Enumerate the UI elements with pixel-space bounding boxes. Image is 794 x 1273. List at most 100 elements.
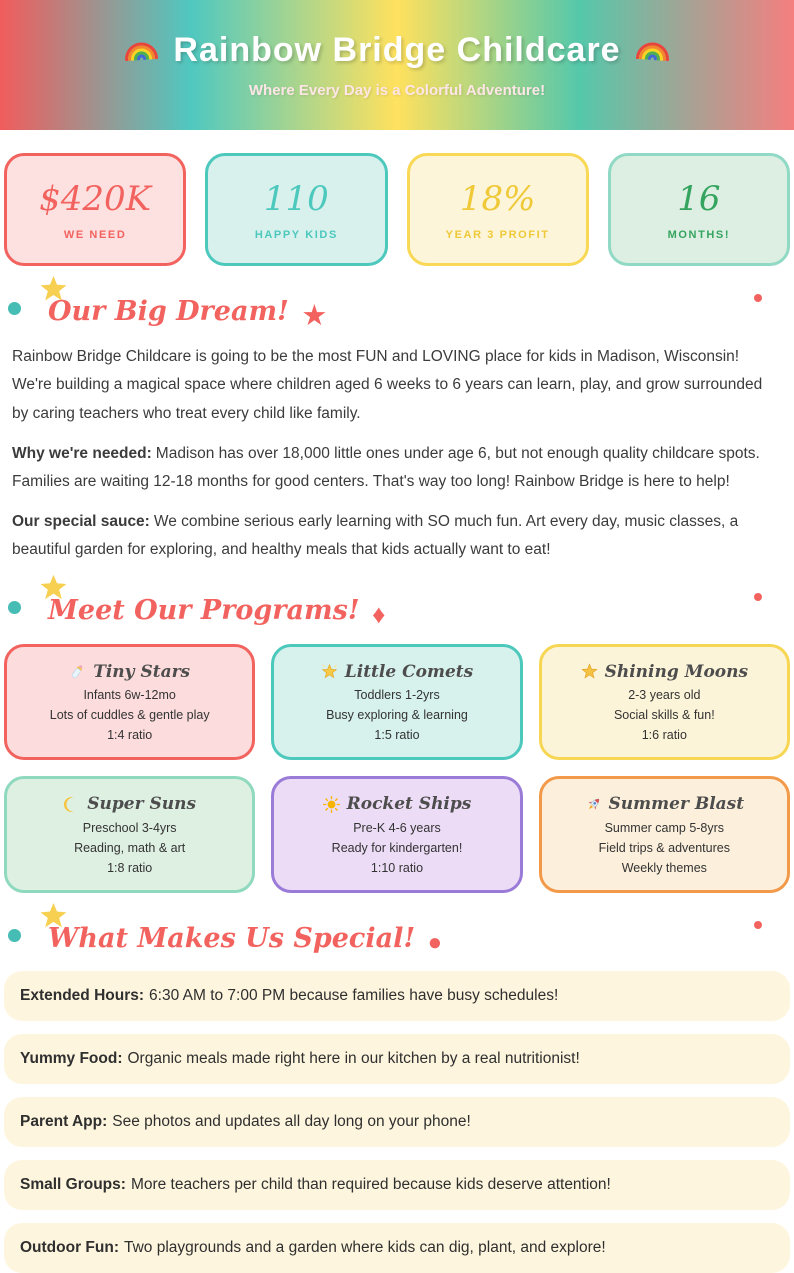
program-line: 1:8 ratio	[107, 860, 153, 875]
program-name: Super Suns	[87, 794, 197, 815]
stat-value: 18%	[459, 178, 536, 219]
feature-item-small-groups: Small Groups: More teachers per child tha…	[4, 1159, 790, 1210]
program-card-summer-blast: Summer Blast Summer camp 5-8yrs Field tr…	[538, 776, 790, 893]
program-name: Rocket Ships	[346, 794, 472, 815]
star-icon	[580, 663, 598, 680]
feature-label: Yummy Food:	[20, 1049, 123, 1067]
section-title: Our Big Dream!	[48, 296, 289, 327]
feature-item-parent-app: Parent App: See photos and updates all da…	[4, 1096, 790, 1147]
paragraph-lead: Why we're needed:	[12, 444, 152, 462]
section-heading-programs: Meet Our Programs! ♦	[0, 574, 794, 634]
paragraph-text: Madison has over 18,000 little ones unde…	[12, 444, 760, 491]
program-line: Ready for kindergarten!	[331, 840, 463, 855]
feature-item-yummy-food: Yummy Food: Organic meals made right here…	[4, 1033, 790, 1084]
program-line: 1:6 ratio	[641, 728, 687, 743]
feature-label: Parent App:	[20, 1112, 108, 1130]
program-card-rocket-ships: Rocket Ships Pre-K 4-6 years Ready for k…	[271, 776, 523, 893]
program-title: Summer Blast	[585, 794, 745, 815]
section-title: Meet Our Programs!	[48, 594, 360, 626]
rocket-icon	[585, 796, 602, 813]
section-title: What Makes Us Special!	[48, 922, 416, 954]
feature-item-extended-hours: Extended Hours: 6:30 AM to 7:00 PM becaus…	[4, 970, 790, 1021]
program-card-super-suns: Super Suns Preschool 3-4yrs Reading, mat…	[4, 776, 256, 893]
program-line: Toddlers 1-2yrs	[354, 688, 440, 703]
program-line: Social skills & fun!	[613, 708, 715, 723]
program-line: Busy exploring & learning	[326, 708, 468, 723]
paragraph: Rainbow Bridge Childcare is going to be …	[12, 348, 763, 422]
paragraph: Our special sauce: We combine serious ear…	[12, 508, 782, 564]
teal-dot-icon	[8, 302, 21, 315]
program-title: Super Suns	[63, 794, 196, 814]
page-subtitle: Where Every Day is a Colorful Adventure!	[248, 82, 546, 99]
diamond-suit-icon: ♦	[372, 598, 386, 629]
dream-copy: Rainbow Bridge Childcare is going to be …	[12, 343, 782, 564]
program-card-tiny-stars: Tiny Stars Infants 6w-12mo Lots of cuddl…	[4, 643, 256, 761]
program-card-shining-moons: Shining Moons 2-3 years old Social skill…	[538, 643, 790, 761]
section-heading-dream: Our Big Dream! ★	[0, 276, 794, 337]
page-title-row: Rainbow Bridge Childcare	[123, 31, 670, 70]
paragraph: Why we're needed: Madison has over 18,000…	[12, 440, 782, 496]
program-title: Shining Moons	[580, 661, 749, 682]
stat-card-months: 16 MONTHS!	[607, 153, 790, 266]
program-title: Rocket Ships	[322, 794, 472, 815]
program-name: Summer Blast	[608, 794, 745, 815]
feature-text: 6:30 AM to 7:00 PM because families have…	[149, 986, 559, 1004]
stat-label: YEAR 3 PROFIT	[445, 228, 550, 241]
program-line: Lots of cuddles & gentle play	[49, 708, 210, 723]
program-name: Tiny Stars	[93, 661, 191, 682]
feature-text: More teachers per child than required be…	[130, 1175, 611, 1193]
teal-dot-icon	[8, 928, 21, 942]
program-line: Weekly themes	[621, 860, 707, 875]
program-line: Summer camp 5-8yrs	[604, 820, 725, 835]
feature-text: Organic meals made right here in our kit…	[127, 1049, 580, 1067]
red-dot-icon	[754, 920, 762, 929]
red-dot-icon	[754, 294, 762, 302]
red-dot-icon	[754, 592, 762, 601]
feature-label: Outdoor Fun:	[20, 1238, 119, 1256]
paragraph-text: We combine serious early learning with S…	[12, 513, 739, 559]
circle-icon: ●	[427, 928, 443, 956]
stat-label: WE NEED	[63, 228, 127, 241]
glowing-star-icon	[321, 663, 338, 680]
program-title: Tiny Stars	[69, 662, 190, 682]
stat-value: $420K	[39, 178, 152, 219]
program-line: 1:10 ratio	[370, 860, 424, 875]
stat-card-funding: $420K WE NEED	[4, 153, 187, 266]
program-line: Preschool 3-4yrs	[82, 820, 177, 835]
stat-label: MONTHS!	[667, 228, 731, 241]
rainbow-icon	[634, 40, 671, 62]
program-line: 1:5 ratio	[374, 728, 420, 743]
program-name: Shining Moons	[604, 661, 749, 682]
paragraph-lead: Our special sauce:	[12, 513, 150, 531]
program-line: Reading, math & art	[74, 840, 186, 855]
features-list: Extended Hours: 6:30 AM to 7:00 PM becaus…	[4, 970, 790, 1273]
stats-row: $420K WE NEED 110 HAPPY KIDS 18% YEAR 3 …	[4, 153, 790, 266]
stat-value: 110	[263, 178, 329, 219]
feature-label: Small Groups:	[20, 1175, 126, 1193]
page-header: Rainbow Bridge Childcare Where Every Day…	[0, 0, 794, 130]
stat-card-profit: 18% YEAR 3 PROFIT	[406, 153, 589, 266]
teal-dot-icon	[8, 600, 21, 614]
sun-icon	[322, 795, 340, 813]
program-name: Little Comets	[344, 661, 474, 682]
program-line: Field trips & adventures	[598, 840, 730, 855]
feature-item-outdoor-fun: Outdoor Fun: Two playgrounds and a garden…	[4, 1222, 790, 1273]
programs-grid: Tiny Stars Infants 6w-12mo Lots of cuddl…	[4, 643, 790, 893]
rainbow-icon	[123, 40, 160, 62]
star-suit-icon: ★	[301, 300, 328, 333]
feature-text: Two playgrounds and a garden where kids …	[124, 1238, 606, 1256]
program-card-little-comets: Little Comets Toddlers 1-2yrs Busy explo…	[271, 643, 523, 761]
stat-card-kids: 110 HAPPY KIDS	[205, 153, 388, 266]
section-heading-special: What Makes Us Special! ●	[0, 902, 794, 961]
stat-label: HAPPY KIDS	[254, 228, 338, 241]
feature-label: Extended Hours:	[20, 986, 145, 1004]
crescent-moon-icon	[63, 796, 80, 813]
program-line: 2-3 years old	[628, 688, 701, 703]
feature-text: See photos and updates all day long on y…	[112, 1112, 471, 1130]
page-title: Rainbow Bridge Childcare	[173, 31, 621, 69]
baby-bottle-icon	[69, 663, 86, 680]
program-title: Little Comets	[321, 662, 473, 682]
program-line: Infants 6w-12mo	[83, 688, 176, 703]
program-line: 1:4 ratio	[107, 728, 153, 743]
stat-value: 16	[677, 178, 721, 219]
